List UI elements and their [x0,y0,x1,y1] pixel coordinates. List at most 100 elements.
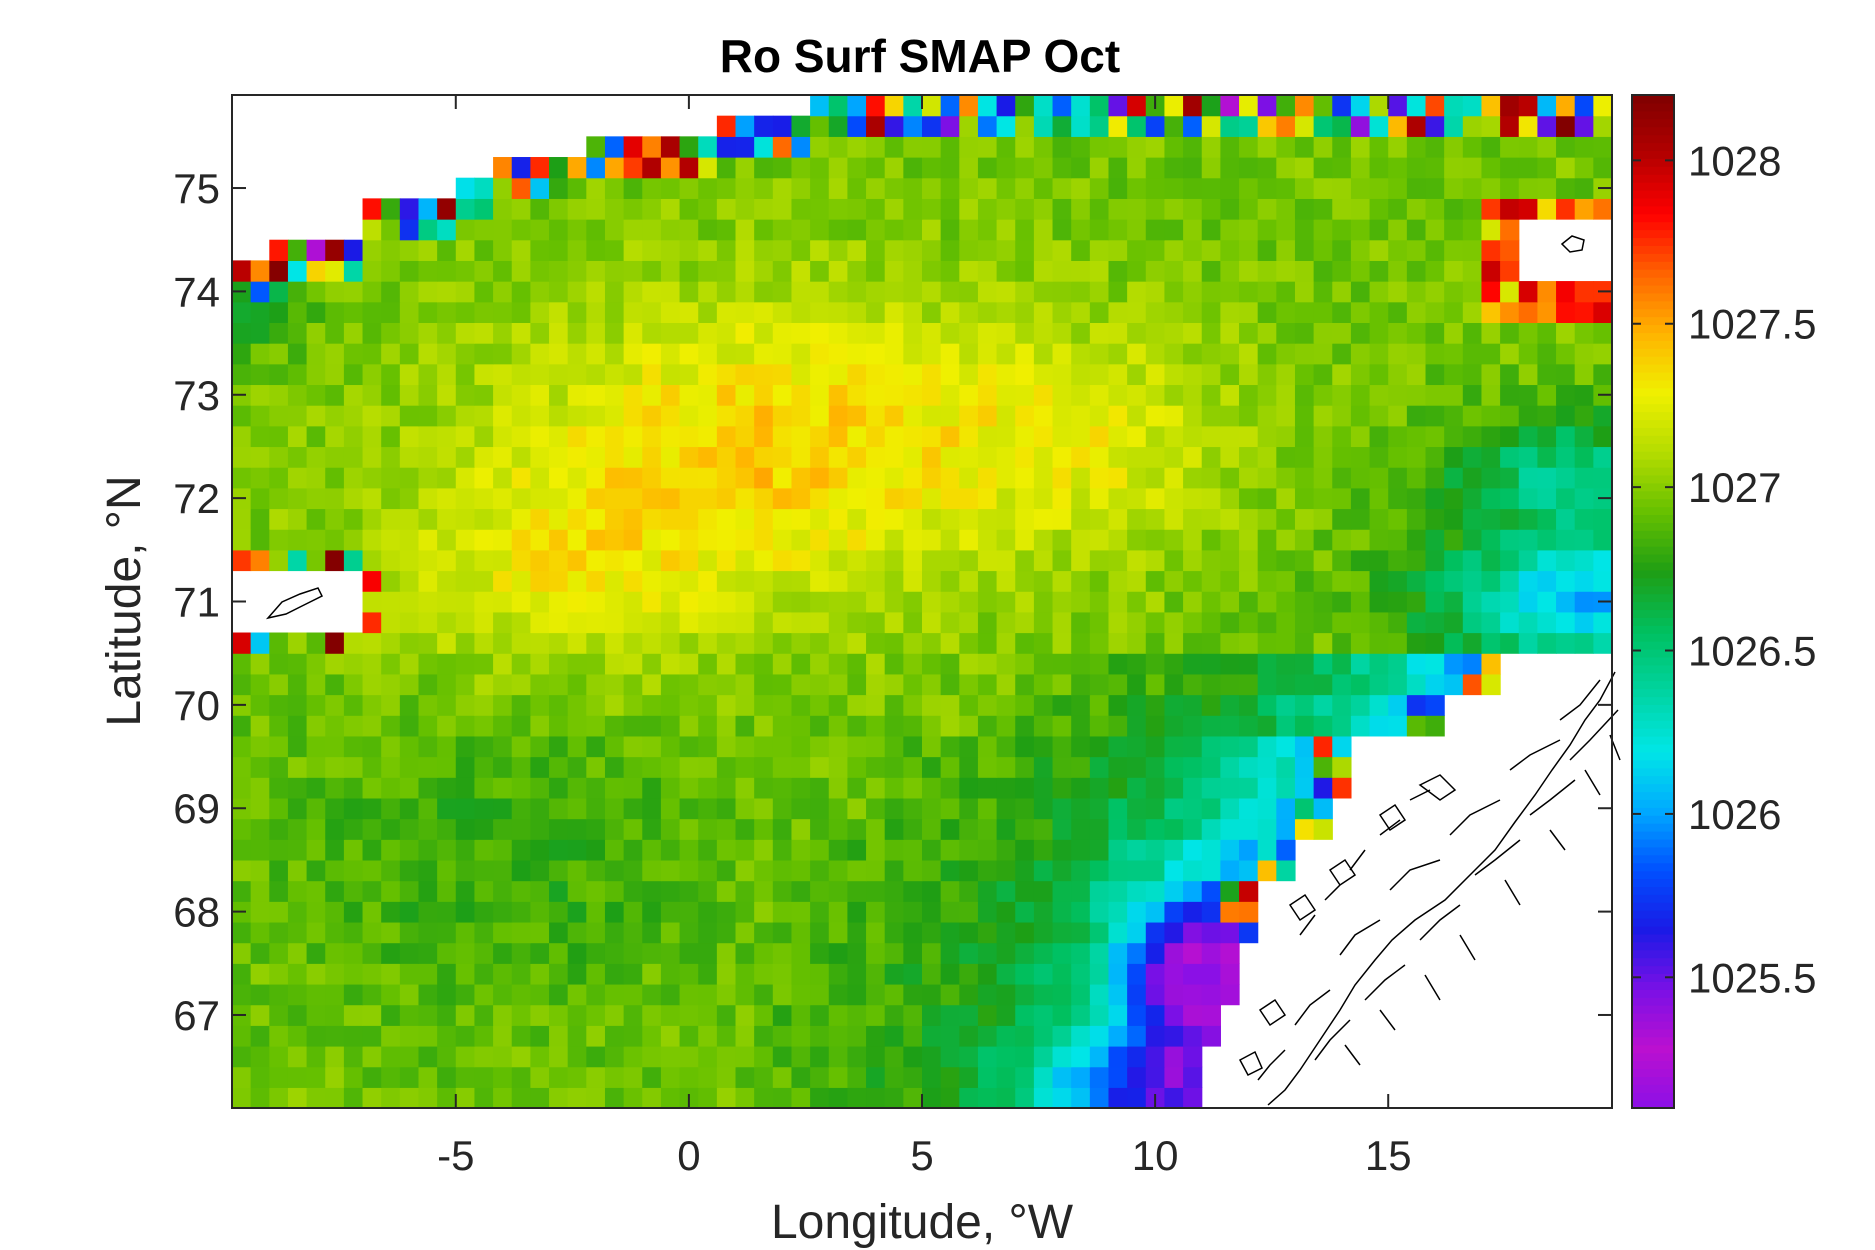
heatmap-cell [287,260,308,282]
heatmap-cell [791,322,811,344]
heatmap-cell [623,735,643,758]
heatmap-cell [437,363,457,386]
heatmap-cell [996,632,1016,654]
heatmap-cell [1052,343,1072,365]
heatmap-cell [493,632,513,654]
heatmap-cell [1406,384,1427,406]
heatmap-cell [1089,1066,1110,1088]
heatmap-cell [530,921,550,944]
heatmap-cell [362,735,382,758]
heatmap-cell [1033,1045,1054,1068]
heatmap-cell [418,1025,438,1047]
heatmap-cell [325,363,345,386]
heatmap-cell [623,880,643,902]
heatmap-cell [1220,239,1240,261]
heatmap-cell [1481,653,1501,675]
heatmap-cell [903,363,923,386]
heatmap-cell [810,1066,830,1088]
heatmap-cell [1537,301,1557,323]
heatmap-cell [922,715,942,737]
heatmap-cell [586,859,606,882]
heatmap-cell [716,157,737,179]
colorbar-swatch [1632,316,1674,326]
heatmap-cell [511,818,531,840]
heatmap-cell [884,880,904,902]
heatmap-cell [623,301,643,323]
heatmap-cell [1425,198,1445,220]
heatmap-cell [1052,301,1072,323]
heatmap-cell [1574,95,1594,117]
heatmap-cell [1257,735,1277,758]
heatmap-cell [791,446,811,468]
heatmap-cell [1239,301,1259,323]
heatmap-cell [269,777,289,799]
heatmap-cell [977,859,998,882]
heatmap-cell [660,921,681,944]
heatmap-cell [1388,467,1408,489]
heatmap-cell [455,343,476,365]
heatmap-cell [1462,405,1483,427]
colorbar-swatch [1632,514,1674,523]
heatmap-cell [343,880,364,902]
heatmap-cell [1481,632,1501,654]
heatmap-cell [511,942,531,964]
heatmap-cell [604,322,625,344]
heatmap-cell [828,715,849,737]
heatmap-cell [959,219,979,241]
heatmap-cell [735,157,755,179]
heatmap-cell [810,136,830,158]
heatmap-cell [1388,549,1408,572]
heatmap-cell [530,405,550,427]
heatmap-cell [1052,1087,1072,1109]
heatmap-cell [735,343,755,365]
colorbar-swatch [1632,221,1674,231]
heatmap-cell [866,673,886,696]
heatmap-cell [586,653,606,675]
heatmap-cell [1052,963,1072,985]
heatmap-cell [959,1066,979,1088]
heatmap-cell [1276,198,1296,220]
heatmap-cell [642,301,662,323]
heatmap-cell [530,1004,550,1026]
heatmap-cell [399,219,420,241]
colorbar-swatch [1632,1100,1674,1109]
heatmap-cell [642,653,662,675]
heatmap-cell [1481,673,1501,696]
heatmap-cell [1294,446,1315,468]
colorbar-swatch [1632,910,1674,919]
heatmap-cell [1089,880,1110,902]
heatmap-cell [455,942,476,964]
heatmap-cell [343,632,364,654]
heatmap-cell [232,508,252,530]
heatmap-cell [1500,529,1520,551]
heatmap-cell [828,1087,849,1109]
heatmap-cell [325,777,345,799]
heatmap-cell [1257,797,1277,820]
heatmap-cell [325,818,345,840]
heatmap-cell [1444,363,1464,386]
heatmap-cell [828,281,849,303]
heatmap-cell [772,653,793,675]
heatmap-cell [1369,322,1389,344]
heatmap-cell [325,921,345,944]
heatmap-cell [1276,322,1296,344]
heatmap-cell [455,508,476,530]
heatmap-cell [884,363,904,386]
heatmap-cell [791,673,811,696]
heatmap-cell [884,508,904,530]
heatmap-cell [772,942,793,964]
heatmap-cell [772,384,793,406]
heatmap-cell [399,260,420,282]
heatmap-cell [269,653,289,675]
colorbar-swatch [1632,1036,1674,1046]
heatmap-cell [1518,611,1539,634]
heatmap-cell [1220,115,1240,137]
heatmap-cell [1239,157,1259,179]
heatmap-cell [1127,673,1147,696]
heatmap-cell [772,983,793,1006]
heatmap-cell [1015,983,1035,1006]
heatmap-cell [1462,281,1483,303]
heatmap-cell [1425,549,1445,572]
heatmap-cell [772,756,793,778]
heatmap-cell [549,591,569,613]
